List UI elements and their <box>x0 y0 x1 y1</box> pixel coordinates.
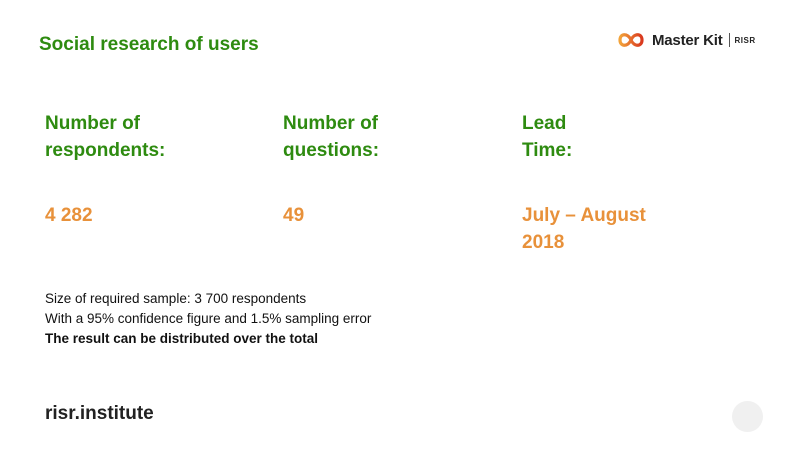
note-confidence: With a 95% confidence figure and 1.5% sa… <box>45 311 372 326</box>
note-result: The result can be distributed over the t… <box>45 331 319 346</box>
note-sample-size: Size of required sample: 3 700 responden… <box>45 291 307 306</box>
slide-title: Social research of users <box>39 34 259 55</box>
stat-value: 4 282 <box>45 205 93 226</box>
stat-value: July – August 2018 <box>522 205 646 253</box>
stat-label: Number of respondents: <box>45 113 166 161</box>
stat-label: Number of questions: <box>283 113 380 161</box>
stat-value: 49 <box>283 205 305 226</box>
stat-lead-time: Lead Time: July – August 2018 <box>522 110 722 253</box>
footer-site: risr.institute <box>45 403 154 424</box>
stat-questions: Number of questions: 49 <box>283 110 483 226</box>
stat-respondents: Number of respondents: 4 282 <box>45 110 245 226</box>
logo-sub: RISR <box>734 35 756 45</box>
stat-label: Lead Time: <box>522 113 573 161</box>
nav-button[interactable] <box>732 401 763 432</box>
logo-name: Master Kit <box>652 31 723 49</box>
logo-divider <box>728 33 730 47</box>
sample-notes: Size of required sample: 3 700 responden… <box>45 289 371 349</box>
infinity-swirl-icon <box>618 33 644 47</box>
brand-logo: Master Kit RISR <box>614 28 756 52</box>
